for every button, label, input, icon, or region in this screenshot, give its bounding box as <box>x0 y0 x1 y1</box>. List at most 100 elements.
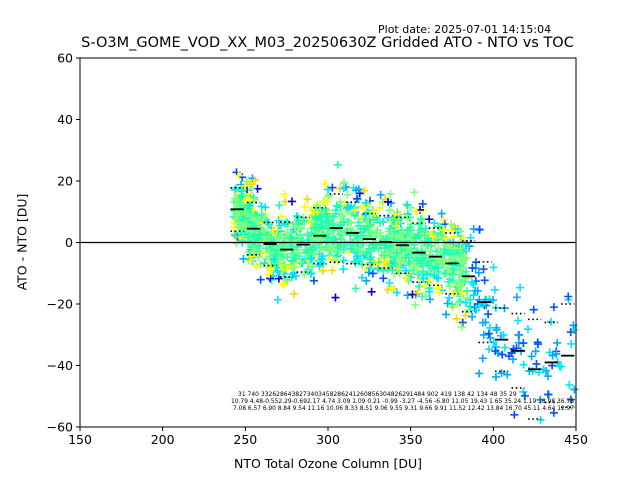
scatter-point <box>536 395 545 404</box>
scatter-point <box>332 201 341 210</box>
scatter-point <box>385 278 394 287</box>
scatter-point <box>478 318 487 327</box>
x-tick-label: 300 <box>316 432 340 447</box>
scatter-point <box>454 248 463 257</box>
scatter-point <box>368 269 377 278</box>
scatter-point <box>339 242 348 251</box>
scatter-point <box>351 284 360 293</box>
scatter-point <box>380 251 389 260</box>
scatter-point <box>548 351 557 360</box>
scatter-point <box>253 215 262 224</box>
x-axis-ticks: 150 200 250 300 350 400 450 <box>68 427 588 447</box>
scatter-point <box>404 258 413 267</box>
scatter-point <box>570 385 579 394</box>
scatter-point <box>361 210 370 219</box>
scatter-point <box>242 209 251 218</box>
scatter-point <box>367 287 376 296</box>
scatter-point <box>280 190 289 199</box>
scatter-point <box>359 203 368 212</box>
scatter-point <box>240 208 249 217</box>
scatter-point <box>411 300 420 309</box>
scatter-point <box>469 291 478 300</box>
scatter-point <box>329 212 338 221</box>
x-tick-label: 200 <box>151 432 175 447</box>
scatter-point <box>340 178 349 187</box>
scatter-point <box>335 248 344 257</box>
scatter-point <box>347 218 356 227</box>
scatter-point <box>403 201 412 210</box>
scatter-point <box>379 274 388 283</box>
scatter-point <box>401 273 410 282</box>
scatter-point <box>343 190 352 199</box>
bin-statistics <box>230 186 575 420</box>
scatter-point <box>442 310 451 319</box>
scatter-point <box>519 387 528 396</box>
scatter-point <box>232 231 241 240</box>
scatter-point <box>373 225 382 234</box>
scatter-point <box>523 325 532 334</box>
scatter-point <box>307 229 316 238</box>
scatter-point <box>311 212 320 221</box>
scatter-point <box>566 395 575 404</box>
scatter-point <box>247 185 256 194</box>
scatter-point <box>374 265 383 274</box>
scatter-point <box>257 210 266 219</box>
scatter-point <box>355 256 364 265</box>
scatter-point <box>275 221 284 230</box>
scatter-point <box>338 229 347 238</box>
scatter-point <box>443 299 452 308</box>
scatter-point <box>339 265 348 274</box>
scatter-point <box>297 237 306 246</box>
scatter-point <box>233 199 242 208</box>
scatter-point <box>564 292 573 301</box>
scatter-point <box>566 328 575 337</box>
scatter-point <box>385 224 394 233</box>
scatter-point <box>347 244 356 253</box>
scatter-point <box>428 264 437 273</box>
plot-date: Plot date: 2025-07-01 14:15:04 <box>378 23 552 36</box>
scatter-point <box>466 302 475 311</box>
scatter-point <box>450 232 459 241</box>
scatter-point <box>489 263 498 272</box>
scatter-point <box>300 216 309 225</box>
scatter-point <box>382 249 391 258</box>
scatter-point <box>321 212 330 221</box>
scatter-point <box>269 255 278 264</box>
scatter-point <box>410 262 419 271</box>
scatter-point <box>490 285 499 294</box>
scatter-point <box>350 243 359 252</box>
scatter-point <box>324 244 333 253</box>
scatter-point <box>239 232 248 241</box>
scatter-point <box>328 183 337 192</box>
scatter-point <box>274 216 283 225</box>
scatter-point <box>300 203 309 212</box>
scatter-point <box>310 223 319 232</box>
scatter-point <box>479 265 488 274</box>
scatter-point <box>246 180 255 189</box>
scatter-point <box>344 203 353 212</box>
scatter-point <box>333 160 342 169</box>
bin-stat-annotations: 31 740 332628643827340345828624126085630… <box>231 391 574 412</box>
scatter-point <box>372 260 381 269</box>
scatter-point <box>280 280 289 289</box>
scatter-point <box>353 252 362 261</box>
scatter-point <box>543 372 552 381</box>
scatter-point <box>549 408 558 417</box>
scatter-point <box>468 263 477 272</box>
scatter-point <box>289 250 298 259</box>
scatter-point <box>437 209 446 218</box>
scatter-point <box>431 239 440 248</box>
scatter-point <box>461 311 470 320</box>
scatter-point <box>323 219 332 228</box>
scatter-point <box>329 237 338 246</box>
scatter-point <box>491 347 500 356</box>
y-tick-label: 0 <box>65 235 73 250</box>
scatter-point <box>410 188 419 197</box>
scatter-point <box>387 284 396 293</box>
scatter-point <box>330 256 339 265</box>
scatter-point <box>271 250 280 259</box>
scatter-point <box>257 202 266 211</box>
scatter-point <box>565 380 574 389</box>
scatter-point <box>499 330 508 339</box>
